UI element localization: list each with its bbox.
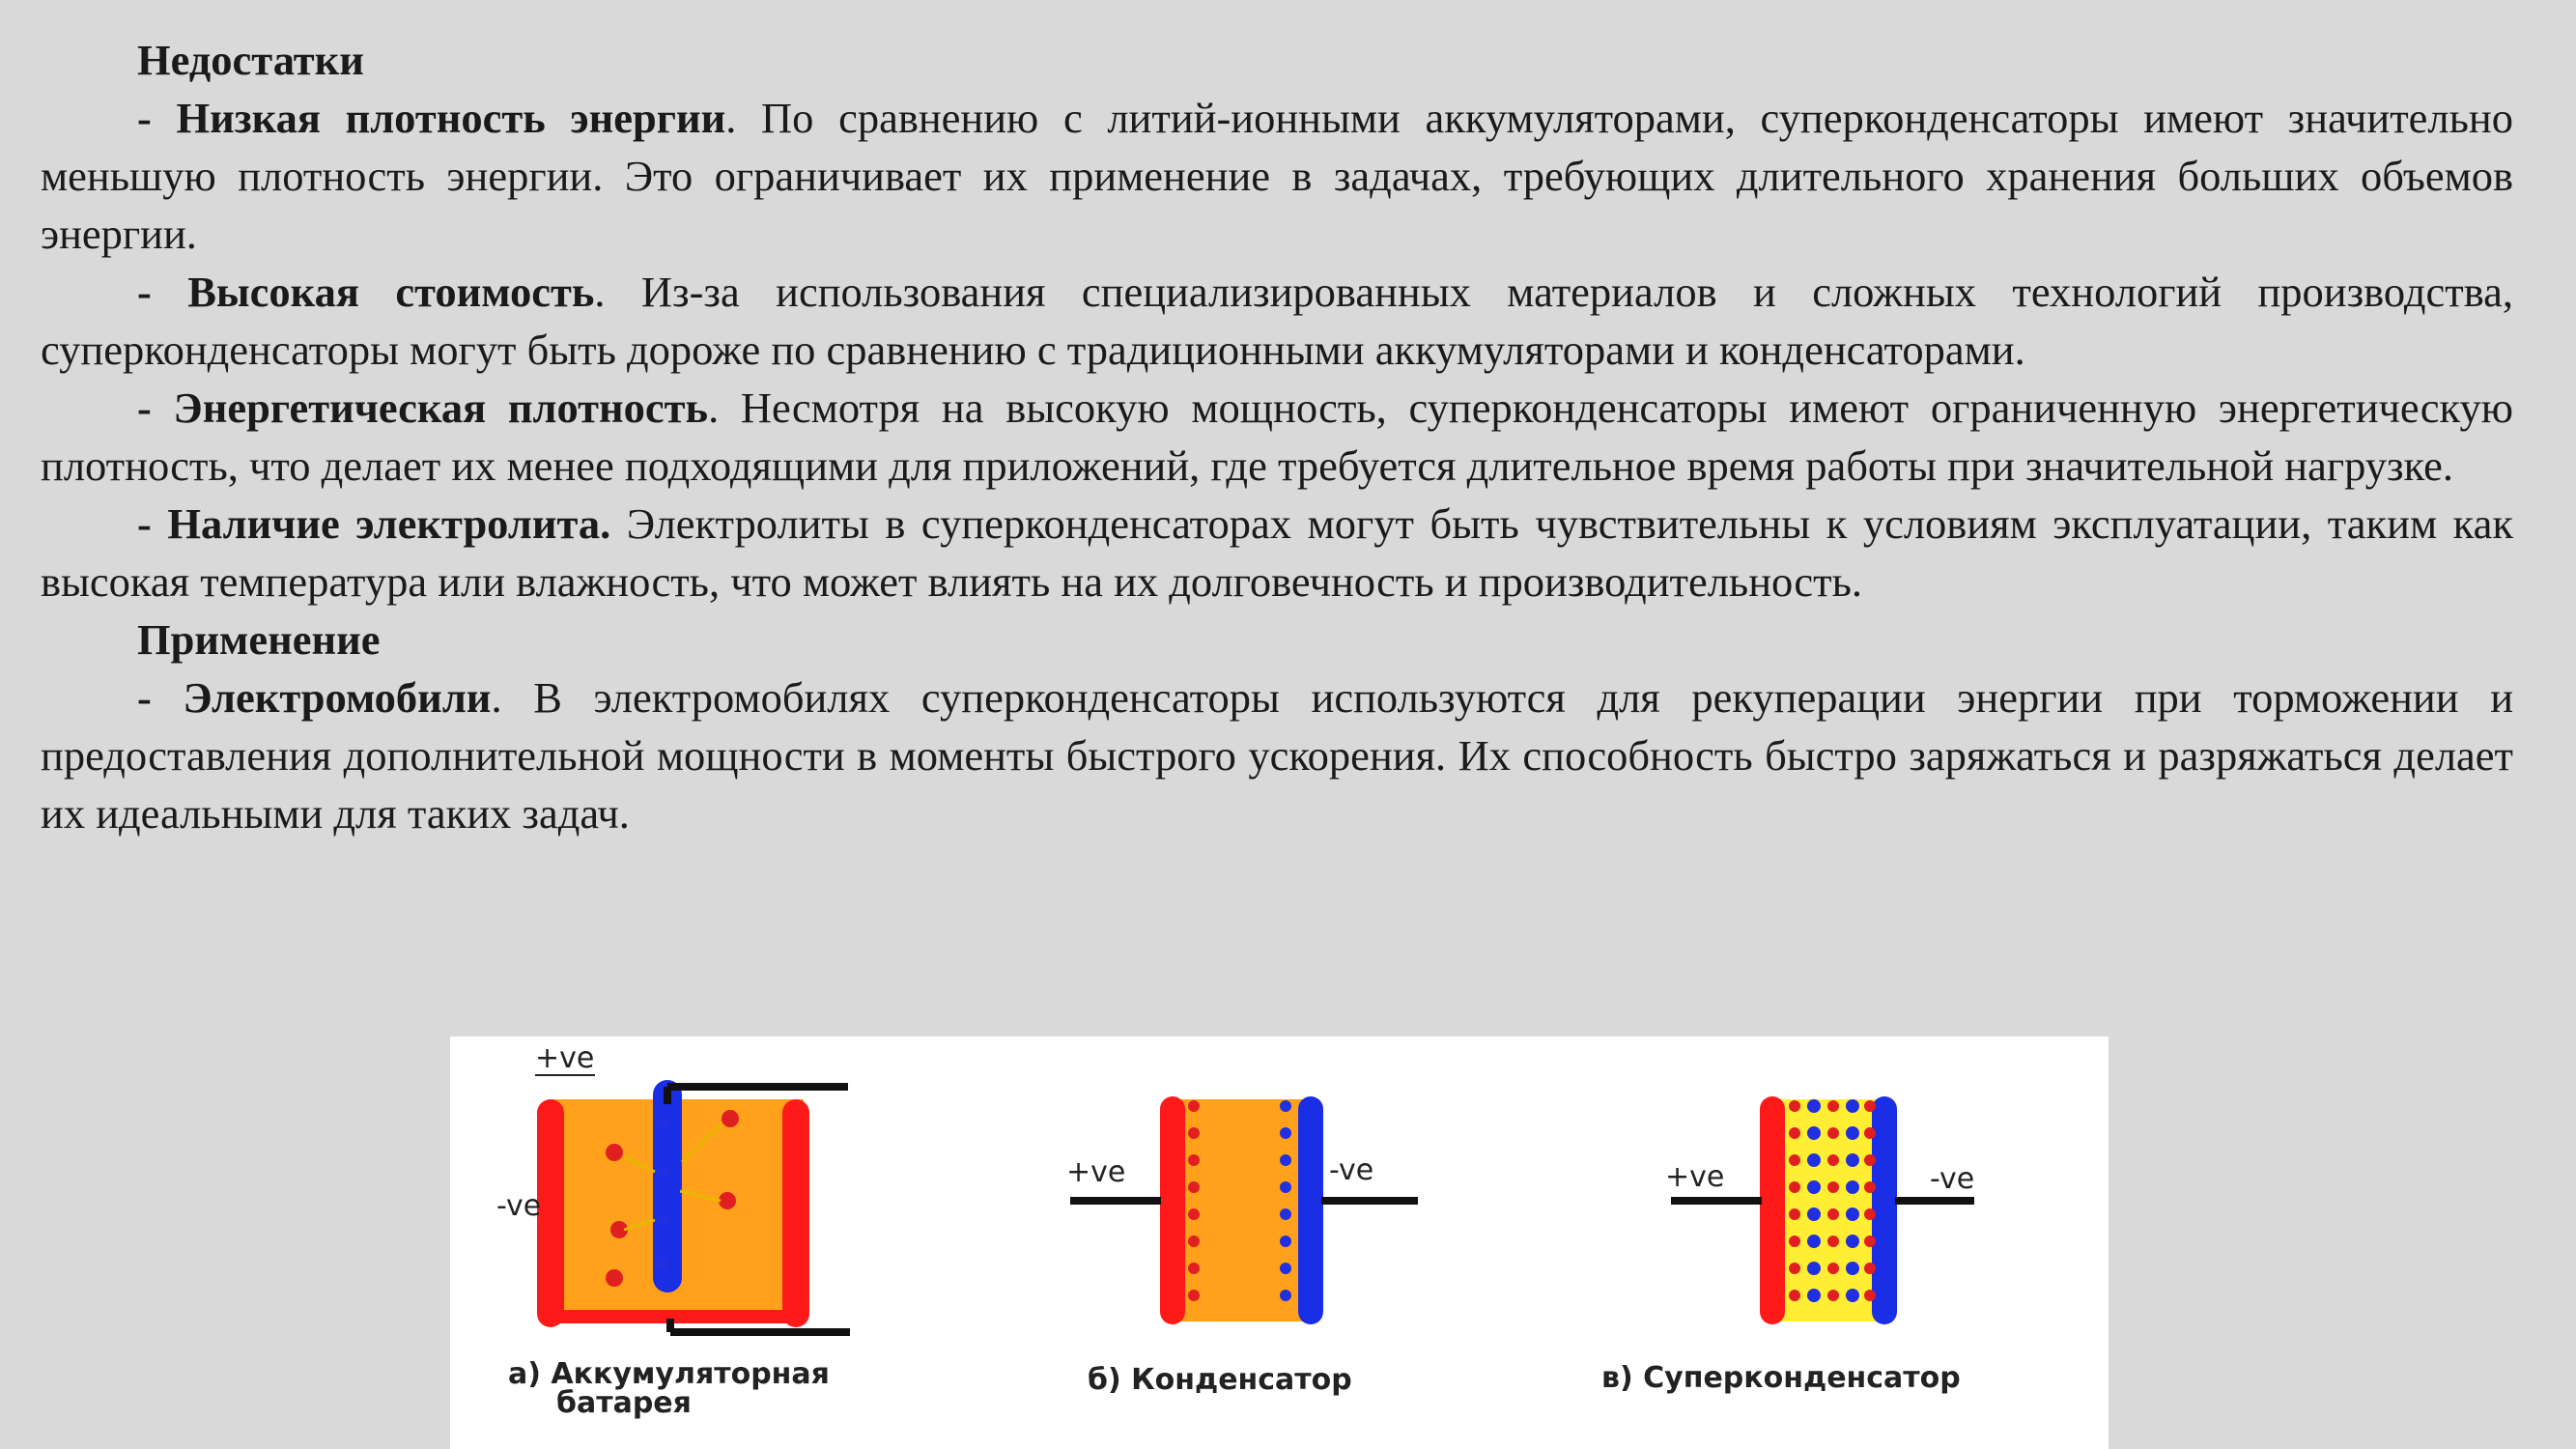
document-text: Недостатки - Низкая плотность энергии. П… [41,31,2513,842]
capacitor-plus-label: +ve [1066,1155,1125,1189]
negative-ion [1807,1099,1821,1113]
negative-ion [1807,1208,1821,1221]
negative-ion [1846,1180,1859,1194]
positive-ion [1864,1290,1876,1301]
negative-ion [1807,1126,1821,1140]
positive-ion [1827,1127,1839,1139]
positive-ion [1789,1181,1800,1193]
supercapacitor-panel: +ve -ve в) Суперконденсатор [1601,1037,2109,1449]
supercapacitor-positive-plate [1760,1096,1785,1324]
capacitor-negative-charges [1280,1100,1291,1301]
section-heading-disadvantages: Недостатки [137,36,364,84]
supercapacitor-caption: в) Суперконденсатор [1601,1361,1961,1395]
capacitor-negative-plate [1298,1096,1323,1324]
item-body: . В электромобилях суперконденсаторы исп… [41,673,2514,838]
negative-ion [1807,1262,1821,1275]
positive-ion [1864,1236,1876,1247]
item-title: - Электромобили [137,673,492,722]
item-body: . По сравнению с литий-ионными аккумулят… [41,94,2514,258]
positive-ion [1827,1290,1839,1301]
capacitor-minus-label: -ve [1329,1153,1373,1187]
capacitor-panel: +ve -ve б) Конденсатор [1049,1037,1532,1449]
battery-ion-arrows [623,1122,724,1232]
capacitor-positive-plate [1160,1096,1185,1324]
paragraph-electrolyte: - Наличие электролита. Электролиты в суп… [41,495,2513,611]
positive-ion [1827,1100,1839,1112]
positive-ion [1789,1263,1800,1274]
battery-panel: +ve -ve а) Аккумуляторная батарея [450,1037,991,1449]
storage-comparison-figure: +ve -ve а) Аккумуляторная батарея [450,1037,2109,1449]
positive-ion [1789,1236,1800,1247]
positive-ion [1864,1181,1876,1193]
positive-ion [1864,1263,1876,1274]
positive-ion [1827,1236,1839,1247]
supercapacitor-ions [1789,1099,1876,1302]
positive-ion [1864,1100,1876,1112]
positive-ion [1789,1290,1800,1301]
item-title: - Низкая плотность энергии [137,94,726,142]
positive-ion [1827,1154,1839,1166]
positive-ion [1864,1154,1876,1166]
capacitor-caption: б) Конденсатор [1088,1363,1352,1397]
negative-ion [1846,1099,1859,1113]
positive-ion [1864,1127,1876,1139]
supercapacitor-negative-plate [1872,1096,1897,1324]
capacitor-diagram: +ve -ve [1066,1096,1418,1324]
negative-ion [1807,1180,1821,1194]
item-body: . Несмотря на высокую мощность, суперкон… [41,384,2513,490]
negative-ion [1846,1289,1859,1302]
positive-ion [1864,1208,1876,1220]
negative-ion [1846,1235,1859,1248]
battery-caption-line2: батарея [556,1386,692,1420]
item-title: - Высокая стоимость [137,268,595,316]
battery-diagram: +ve -ve [496,1041,850,1336]
item-title: - Наличие электролита. [137,499,611,548]
paragraph-electric-vehicles: - Электромобили. В электромобилях суперк… [41,668,2513,842]
item-body: . Из-за использования специализированных… [41,268,2513,374]
supercapacitor-minus-label: -ve [1930,1162,1974,1196]
paragraph-energy-density: - Энергетическая плотность. Несмотря на … [41,379,2513,495]
positive-ion [1789,1208,1800,1220]
positive-ion [1789,1154,1800,1166]
capacitor-positive-charges [1188,1100,1200,1301]
supercapacitor-plus-label: +ve [1665,1160,1724,1194]
negative-ion [1807,1289,1821,1302]
paragraph-high-cost: - Высокая стоимость. Из-за использования… [41,263,2513,379]
negative-ion [1846,1126,1859,1140]
negative-ion [1807,1235,1821,1248]
item-body: Электролиты в суперконденсаторах могут б… [41,499,2513,606]
positive-ion [1789,1127,1800,1139]
negative-ion [1846,1208,1859,1221]
battery-ions [606,1110,739,1287]
section-heading-application: Применение [137,615,381,664]
positive-ion [1827,1263,1839,1274]
paragraph-low-energy-density: - Низкая плотность энергии. По сравнению… [41,89,2513,263]
battery-caption-line1: а) Аккумуляторная [508,1357,830,1391]
battery-minus-label: -ve [496,1189,541,1223]
negative-ion [1846,1153,1859,1167]
supercapacitor-diagram: +ve -ve [1665,1096,1974,1324]
positive-ion [1789,1100,1800,1112]
battery-inner-electrode [653,1080,682,1293]
negative-ion [1807,1153,1821,1167]
positive-ion [1827,1208,1839,1220]
positive-ion [1827,1181,1839,1193]
negative-ion [1846,1262,1859,1275]
battery-right-wall [782,1099,809,1327]
battery-plus-label: +ve [535,1041,594,1075]
item-title: - Энергетическая плотность [137,384,709,432]
battery-left-wall [537,1099,564,1327]
